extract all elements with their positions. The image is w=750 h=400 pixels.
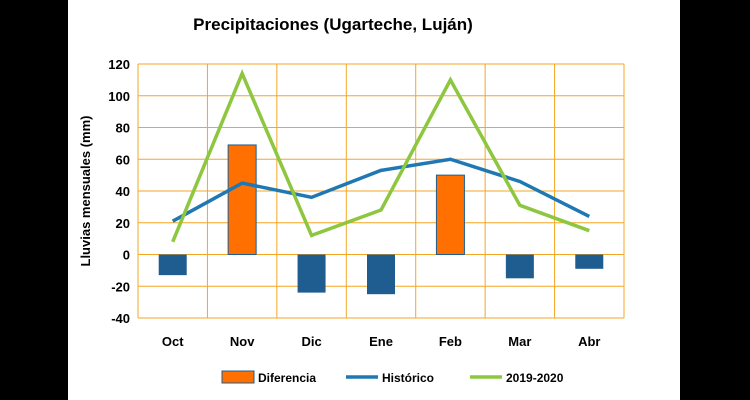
y-tick-label: 100 [108, 89, 130, 104]
x-tick-label: Dic [301, 334, 321, 349]
y-tick-label: -40 [111, 311, 130, 326]
y-tick-label: 40 [116, 184, 130, 199]
line-2019-2020 [171, 69, 590, 243]
bar-abr [575, 254, 604, 269]
bar-mar [505, 254, 534, 279]
legend-swatch-diferencia [221, 370, 255, 384]
chart-frame: Precipitaciones (Ugarteche, Luján) Lluvi… [68, 0, 680, 400]
diferencia-bars [158, 144, 604, 295]
y-tick-label: 20 [116, 216, 130, 231]
legend-label-2019-2020: 2019-2020 [506, 371, 564, 385]
legend: Diferencia Histórico 2019-2020 [221, 370, 564, 385]
y-tick-label: 60 [116, 152, 130, 167]
legend-label-hist-rico: Histórico [382, 371, 434, 385]
bar-feb [435, 174, 465, 255]
bar-nov [227, 144, 257, 255]
series-lines [171, 69, 591, 243]
combo-chart: Precipitaciones (Ugarteche, Luján) Lluvi… [78, 15, 625, 385]
y-tick-label: 120 [108, 57, 130, 72]
y-tick-label: -20 [111, 279, 130, 294]
x-tick-label: Nov [230, 334, 255, 349]
grid-lines [137, 63, 625, 319]
x-tick-label: Mar [508, 334, 531, 349]
chart-title: Precipitaciones (Ugarteche, Luján) [193, 15, 473, 34]
x-tick-label: Abr [578, 334, 600, 349]
y-tick-label: 0 [123, 248, 130, 263]
y-tick-labels: -40 -20 0 20 40 60 80 100 120 [108, 57, 130, 326]
line-hist-rico [171, 157, 591, 223]
x-tick-label: Ene [369, 334, 393, 349]
bar-oct [158, 254, 187, 276]
x-tick-label: Oct [162, 334, 184, 349]
x-tick-labels: Oct Nov Dic Ene Feb Mar Abr [162, 334, 601, 349]
legend-label-diferencia: Diferencia [258, 371, 316, 385]
y-axis-label: Lluvias mensuales (mm) [78, 116, 93, 267]
bar-ene [367, 254, 395, 295]
bar-dic [297, 254, 326, 293]
x-tick-label: Feb [439, 334, 462, 349]
y-tick-label: 80 [116, 121, 130, 136]
